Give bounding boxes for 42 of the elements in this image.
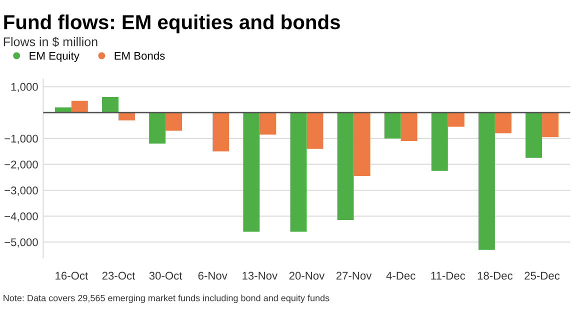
- y-tick-label: 1,000: [11, 82, 38, 92]
- bar: [212, 112, 230, 152]
- bar: [542, 112, 558, 138]
- bar: [337, 112, 354, 220]
- bar: [102, 97, 118, 113]
- bar: [354, 112, 370, 176]
- bar: [526, 112, 542, 158]
- bar: [149, 112, 166, 144]
- bar: [400, 112, 418, 142]
- bar: [306, 112, 324, 149]
- chart-title: Fund flows: EM equities and bonds: [4, 14, 340, 34]
- x-tick-label: 4-Dec: [386, 272, 416, 280]
- bar: [448, 112, 464, 127]
- bar: [260, 112, 276, 135]
- bar: [290, 112, 307, 232]
- bar: [118, 112, 135, 120]
- legend-label: EM Equity: [30, 52, 80, 62]
- y-tick-label: −1,000: [4, 134, 38, 144]
- x-tick-label: 25-Dec: [524, 272, 560, 280]
- x-tick-label: 16-Oct: [56, 272, 88, 280]
- x-tick-label: 13-Nov: [242, 272, 278, 280]
- y-tick-label: −2,000: [4, 160, 38, 170]
- bar: [494, 112, 512, 134]
- bar: [243, 112, 260, 232]
- x-tick-label: 30-Oct: [149, 272, 182, 280]
- bar: [71, 100, 88, 113]
- x-tick-label: 11-Dec: [431, 272, 466, 280]
- x-tick-label: 6-Nov: [198, 272, 228, 280]
- x-tick-label: 27-Nov: [336, 272, 372, 280]
- chart-subtitle: Flows in $ million: [4, 36, 98, 47]
- x-tick-label: 20-Nov: [289, 272, 325, 280]
- x-tick-label: 23-Oct: [102, 272, 136, 280]
- y-tick-label: −4,000: [4, 212, 38, 222]
- x-tick-label: 18-Dec: [478, 272, 513, 280]
- legend-label: EM Bonds: [114, 52, 165, 60]
- bar: [384, 112, 401, 138]
- bar: [431, 112, 448, 171]
- bar: [166, 112, 182, 131]
- y-tick-label: −5,000: [4, 238, 38, 248]
- y-tick-label: −3,000: [4, 186, 38, 196]
- text: Note: Data covers 29,565 emerging market funds including bond and equity funds: [4, 294, 330, 304]
- bar: [478, 112, 495, 250]
